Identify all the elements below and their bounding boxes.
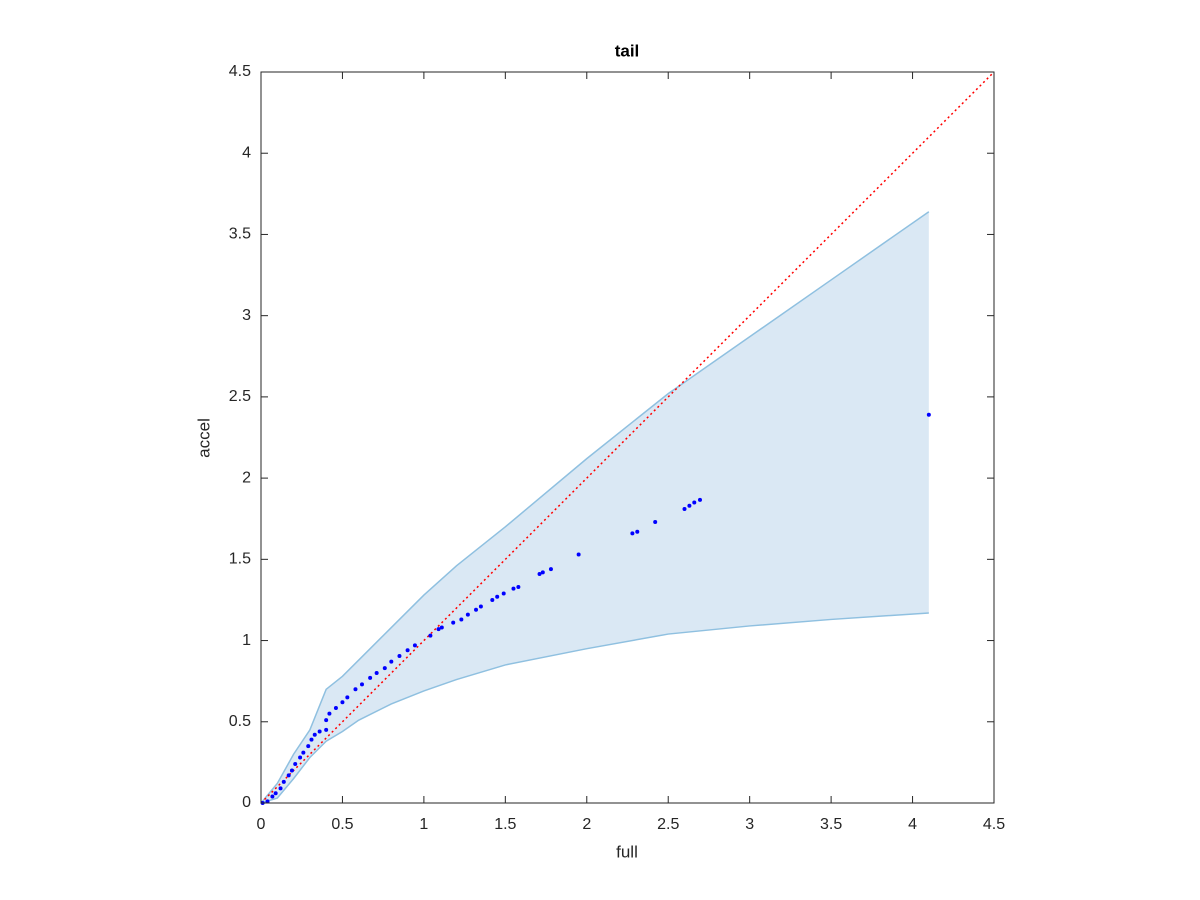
data-point — [324, 727, 329, 732]
data-point — [298, 755, 303, 760]
data-point — [653, 519, 658, 524]
data-point — [451, 620, 456, 625]
data-point — [273, 791, 278, 796]
data-point — [697, 497, 702, 502]
data-point — [289, 768, 294, 773]
y-tick-label: 1.5 — [229, 551, 251, 568]
y-axis-label: accel — [194, 418, 213, 458]
data-point — [301, 750, 306, 755]
data-point — [537, 571, 542, 576]
band-lower — [260, 612, 929, 804]
data-point — [495, 594, 500, 599]
data-point — [353, 687, 358, 692]
data-point — [511, 586, 516, 591]
x-tick-label: 0 — [257, 816, 266, 833]
confidence-band — [261, 211, 929, 804]
x-tick-label: 3.5 — [820, 816, 842, 833]
y-tick-label: 4 — [242, 144, 251, 161]
data-point — [293, 762, 298, 767]
data-point — [465, 612, 470, 617]
data-point — [368, 675, 373, 680]
x-tick-label: 3 — [745, 816, 754, 833]
data-point — [382, 666, 387, 671]
data-point — [317, 729, 322, 734]
x-tick-label: 2 — [582, 816, 591, 833]
data-point — [389, 659, 394, 664]
data-point — [286, 773, 291, 778]
data-point — [439, 625, 444, 630]
data-point — [270, 794, 275, 799]
data-point — [309, 737, 314, 742]
x-tick-label: 4.5 — [983, 816, 1005, 833]
data-point — [345, 695, 350, 700]
x-tick-label: 1.5 — [494, 816, 516, 833]
data-point — [333, 705, 338, 710]
y-tick-label: 2.5 — [229, 388, 251, 405]
data-point — [278, 786, 283, 791]
x-tick-label: 1 — [419, 816, 428, 833]
data-point — [501, 591, 506, 596]
x-tick-label: 4 — [908, 816, 917, 833]
x-tick-label: 2.5 — [657, 816, 679, 833]
data-point — [374, 671, 379, 676]
data-point — [359, 682, 364, 687]
data-point — [548, 567, 553, 572]
y-tick-label: 3.5 — [229, 226, 251, 243]
data-point — [324, 718, 329, 723]
y-tick-label: 0.5 — [229, 713, 251, 730]
data-point — [576, 552, 581, 557]
data-point — [630, 531, 635, 536]
data-point — [478, 604, 483, 609]
data-point — [635, 529, 640, 534]
data-point — [926, 412, 931, 417]
y-tick-label: 2 — [242, 469, 251, 486]
band-upper — [260, 211, 930, 804]
data-point — [540, 570, 545, 575]
y-tick-label: 4.5 — [229, 63, 251, 80]
data-point — [474, 607, 479, 612]
data-point — [692, 500, 697, 505]
data-point — [405, 648, 410, 653]
data-point — [281, 779, 286, 784]
x-axis-label: full — [616, 842, 638, 861]
data-point — [340, 700, 345, 705]
data-point — [327, 711, 332, 716]
data-point — [265, 799, 270, 804]
data-point — [397, 653, 402, 658]
data-point — [312, 732, 317, 737]
data-point — [490, 597, 495, 602]
data-point — [436, 627, 441, 632]
chart-title: tail — [615, 41, 640, 60]
data-point — [306, 744, 311, 749]
data-point — [516, 584, 521, 589]
data-point — [412, 643, 417, 648]
y-tick-label: 0 — [242, 794, 251, 811]
data-point — [682, 506, 687, 511]
data-point — [687, 503, 692, 508]
data-point — [428, 633, 433, 638]
y-tick-label: 1 — [242, 632, 251, 649]
plot-frame — [260, 71, 995, 804]
x-tick-label: 0.5 — [331, 816, 353, 833]
data-point — [459, 617, 464, 622]
y-tick-label: 3 — [242, 307, 251, 324]
